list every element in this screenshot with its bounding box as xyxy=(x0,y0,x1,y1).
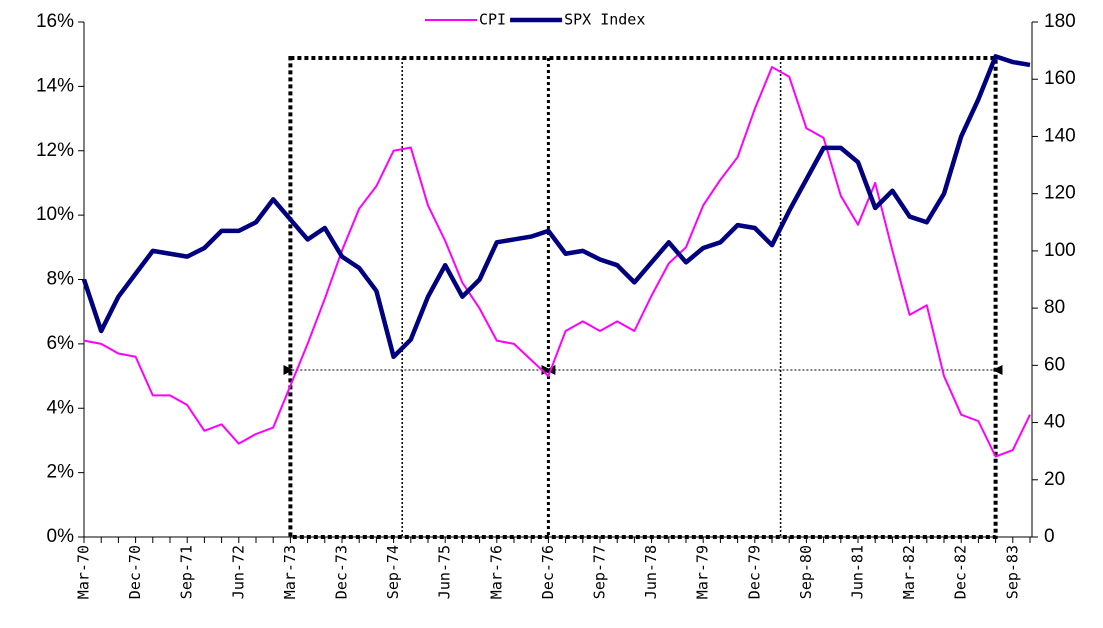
y2-tick-label: 60 xyxy=(1044,354,1065,375)
x-tick-label: Dec-70 xyxy=(126,545,144,599)
legend-label: SPX Index xyxy=(564,11,645,29)
y2-tick-label: 80 xyxy=(1044,297,1065,318)
y-tick-label: 6% xyxy=(47,333,75,354)
x-tick-label: Sep-83 xyxy=(1003,545,1021,599)
x-tick-label: Sep-80 xyxy=(797,545,815,599)
y2-tick-label: 40 xyxy=(1044,412,1065,433)
x-tick-label: Mar-79 xyxy=(694,545,712,599)
x-tick-label: Mar-76 xyxy=(487,545,505,599)
y2-tick-label: 20 xyxy=(1044,469,1065,490)
x-tick-label: Jun-72 xyxy=(229,545,247,599)
y-tick-label: 4% xyxy=(47,397,75,418)
y-tick-label: 8% xyxy=(47,269,75,290)
y-tick-label: 2% xyxy=(47,462,75,483)
y2-tick-label: 160 xyxy=(1044,68,1076,89)
x-tick-label: Mar-73 xyxy=(281,545,299,599)
y2-tick-label: 180 xyxy=(1044,11,1076,32)
x-tick-label: Sep-77 xyxy=(591,545,609,599)
x-tick-label: Mar-70 xyxy=(75,545,93,599)
x-tick-label: Jun-78 xyxy=(642,545,660,599)
y2-tick-label: 120 xyxy=(1044,183,1076,204)
x-tick-label: Jun-75 xyxy=(436,545,454,599)
series-line xyxy=(83,66,1031,458)
x-tick-label: Sep-74 xyxy=(384,545,402,599)
x-tick-label: Sep-71 xyxy=(178,545,196,599)
x-tick-label: Mar-82 xyxy=(900,545,918,599)
y-tick-label: 12% xyxy=(36,140,74,161)
y-tick-label: 14% xyxy=(36,75,74,96)
y2-tick-label: 0 xyxy=(1044,526,1055,547)
x-tick-label: Dec-76 xyxy=(539,545,557,599)
y-tick-label: 10% xyxy=(36,204,74,225)
y2-tick-label: 100 xyxy=(1044,240,1076,261)
x-tick-label: Dec-82 xyxy=(952,545,970,599)
y-tick-label: 16% xyxy=(36,11,74,32)
y2-tick-label: 140 xyxy=(1044,125,1076,146)
legend-label: CPI xyxy=(479,11,506,29)
series-line xyxy=(81,54,1031,359)
x-tick-label: Dec-73 xyxy=(333,545,351,599)
x-tick-label: Dec-79 xyxy=(745,545,763,599)
y-tick-label: 0% xyxy=(47,526,75,547)
reference-box xyxy=(288,56,998,539)
x-tick-label: Jun-81 xyxy=(849,545,867,599)
